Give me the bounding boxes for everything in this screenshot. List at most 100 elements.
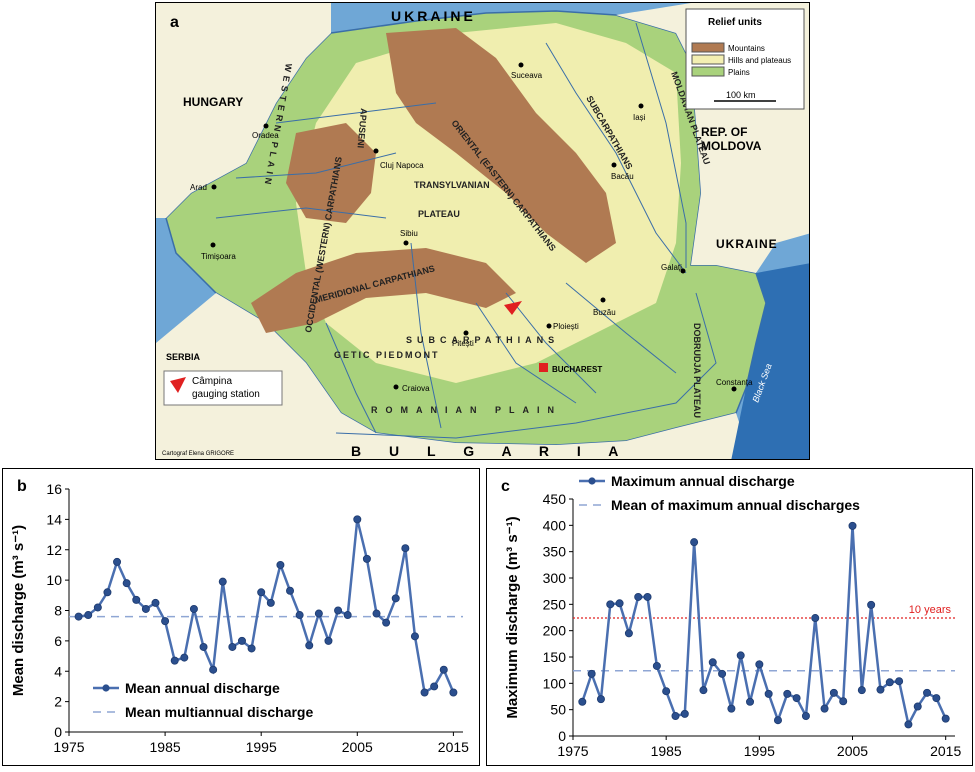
series-line: [581, 525, 947, 729]
data-point: [913, 702, 922, 711]
legend-swatch-hills: [691, 54, 725, 65]
station-legend: Câmpina gauging station: [163, 370, 283, 406]
data-point: [941, 714, 950, 723]
data-point: [662, 687, 671, 696]
region-label: TRANSYLVANIAN: [414, 180, 490, 190]
data-point: [305, 641, 314, 650]
data-point: [295, 611, 304, 620]
y-tick-label: 300: [543, 570, 567, 586]
data-point: [690, 538, 699, 547]
y-tick-label: 100: [543, 675, 567, 691]
x-tick-label: 1975: [557, 743, 588, 759]
legend-label-mean: Mean multiannual discharge: [125, 704, 313, 720]
y-tick-label: 50: [550, 702, 566, 718]
data-point: [189, 604, 198, 613]
data-point: [132, 595, 141, 604]
data-point: [343, 611, 352, 620]
mountains-west: [286, 123, 376, 223]
max-discharge-chart: c 0 50 100 150 200 250 300 350 400 450 1975 1985 1995…: [501, 473, 961, 759]
legend-marker-main: [588, 477, 596, 485]
x-tick-label: 1995: [744, 743, 775, 759]
city-label: Oradea: [252, 131, 279, 140]
data-point: [708, 658, 717, 667]
data-point: [932, 694, 941, 703]
legend-marker-main: [102, 684, 110, 692]
region-label: PLATEAU: [418, 209, 460, 219]
data-point: [652, 661, 661, 670]
data-point: [353, 515, 362, 524]
data-point: [885, 678, 894, 687]
region-label: APUSENI: [356, 108, 369, 149]
data-point: [587, 669, 596, 678]
country-label-bulgaria: B U L G A R I A: [351, 443, 630, 459]
data-point: [736, 651, 745, 660]
data-point: [180, 653, 189, 662]
city-label: Cluj Napoca: [380, 161, 424, 170]
data-point: [449, 688, 458, 697]
panel-a-label: a: [170, 14, 179, 31]
y-tick-label: 14: [46, 511, 62, 527]
region-label: ROMANIAN PLAIN: [371, 405, 562, 415]
country-label-hungary: HUNGARY: [183, 95, 243, 109]
city-label: Sibiu: [400, 229, 418, 238]
legend-swatch-plains: [691, 66, 725, 77]
data-point: [324, 636, 333, 645]
data-point: [276, 560, 285, 569]
x-tick-label: 1975: [53, 739, 84, 755]
legend-label-main: Maximum annual discharge: [611, 473, 795, 489]
x-tick-label: 2005: [342, 739, 373, 755]
city-label: Iași: [633, 113, 646, 122]
legend-label-main: Mean annual discharge: [125, 680, 280, 696]
legend-label: Hills and plateaus: [728, 56, 791, 65]
data-point: [718, 669, 727, 678]
y-tick-label: 350: [543, 544, 567, 560]
mean-discharge-chart: b 0 2 4 6 8 10 12 14 16 1975 1985 1995 2005 2015 Mean d…: [10, 478, 469, 755]
data-point: [314, 609, 323, 618]
data-point: [867, 600, 876, 609]
data-point: [624, 629, 633, 638]
mean-discharge-panel: b 0 2 4 6 8 10 12 14 16 1975 1985 1995 2005 2015 Mean d…: [2, 468, 480, 766]
data-point: [362, 554, 371, 563]
data-point: [876, 685, 885, 694]
x-tick-label: 1985: [651, 743, 682, 759]
data-point: [420, 688, 429, 697]
data-point: [209, 665, 218, 674]
data-point: [727, 704, 736, 713]
data-point: [103, 588, 112, 597]
y-tick-label: 12: [46, 542, 62, 558]
data-point: [170, 656, 179, 665]
map-legend: Relief units Mountains Hills and plateau…: [685, 8, 805, 110]
data-point: [237, 636, 246, 645]
legend-title: Relief units: [708, 17, 762, 28]
data-point: [430, 682, 439, 691]
y-tick-label: 8: [54, 603, 62, 619]
series-line: [78, 519, 455, 695]
data-point: [792, 694, 801, 703]
data-point: [228, 642, 237, 651]
x-tick-label: 2015: [930, 743, 961, 759]
country-label-serbia: SERBIA: [166, 352, 201, 362]
data-point: [334, 606, 343, 615]
data-point: [439, 665, 448, 674]
country-label-ukraine-east: UKRAINE: [716, 237, 778, 251]
max-discharge-panel: c 0 50 100 150 200 250 300 350 400 450 1975 1985 1995…: [486, 468, 973, 766]
y-tick-label: 6: [54, 633, 62, 649]
data-point: [161, 617, 170, 626]
data-point: [93, 603, 102, 612]
data-point: [904, 720, 913, 729]
data-point: [606, 600, 615, 609]
city-label: BUCHAREST: [552, 365, 602, 374]
data-point: [266, 598, 275, 607]
data-point: [848, 521, 857, 530]
data-point: [746, 697, 755, 706]
data-point: [382, 618, 391, 627]
data-point: [820, 704, 829, 713]
mountains-east: [386, 28, 616, 263]
city-markers: Suceava Iași Oradea Cluj Napoca Bacău Ar…: [190, 62, 753, 393]
data-point: [84, 611, 93, 620]
data-point: [895, 677, 904, 686]
y-tick-label: 0: [558, 728, 566, 744]
data-point: [199, 642, 208, 651]
data-point: [783, 689, 792, 698]
region-label: GETIC PIEDMONT: [334, 350, 440, 360]
